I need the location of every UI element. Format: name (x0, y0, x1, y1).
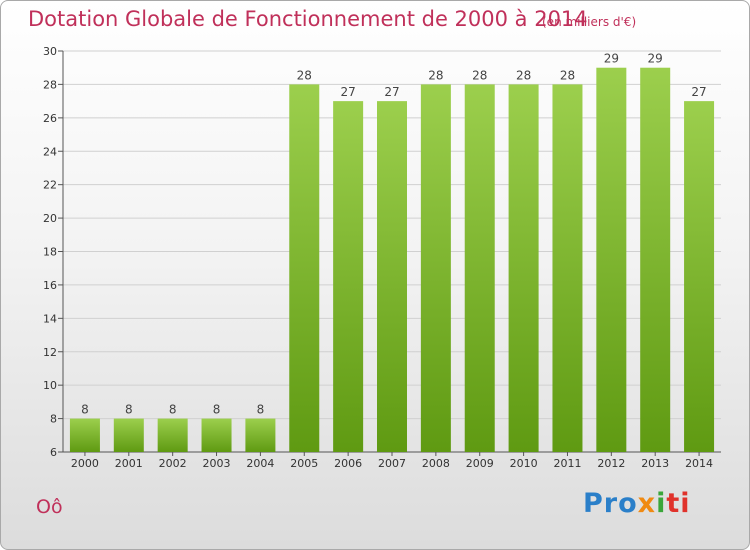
value-label-2012: 29 (604, 52, 619, 66)
x-tick-label-2006: 2006 (334, 457, 362, 470)
chart-title: Dotation Globale de Fonctionnement de 20… (28, 7, 588, 31)
bar-2006 (333, 101, 364, 452)
y-tick-label: 28 (43, 78, 57, 91)
x-tick-label-2011: 2011 (553, 457, 581, 470)
bar-2008 (420, 84, 451, 453)
x-tick-label-2001: 2001 (115, 457, 143, 470)
y-tick-label: 16 (43, 279, 57, 292)
chart-unit: (en milliers d'€) (542, 15, 637, 29)
x-tick-label-2009: 2009 (466, 457, 494, 470)
value-label-2013: 29 (648, 52, 663, 66)
value-label-2006: 27 (340, 85, 355, 99)
y-tick-label: 24 (43, 145, 57, 158)
value-label-2010: 28 (516, 68, 531, 82)
x-tick-label-2005: 2005 (290, 457, 318, 470)
value-label-2008: 28 (428, 68, 443, 82)
y-tick-label: 12 (43, 346, 57, 359)
bar-2014 (684, 101, 715, 452)
bar-2004 (245, 418, 276, 452)
bar-2011 (552, 84, 583, 453)
value-label-2002: 8 (169, 403, 177, 417)
bar-2003 (201, 418, 232, 452)
value-label-2003: 8 (213, 403, 221, 417)
value-label-2000: 8 (81, 403, 89, 417)
proxiti-logo[interactable]: Proxiti (583, 488, 691, 519)
value-label-2009: 28 (472, 68, 487, 82)
y-tick-label: 20 (43, 212, 57, 225)
x-tick-label-2004: 2004 (246, 457, 274, 470)
bar-2012 (596, 67, 627, 452)
bar-2009 (464, 84, 495, 453)
value-label-2007: 27 (384, 85, 399, 99)
bar-2001 (113, 418, 144, 452)
x-tick-label-2012: 2012 (597, 457, 625, 470)
x-tick-label-2007: 2007 (378, 457, 406, 470)
value-label-2014: 27 (691, 85, 706, 99)
place-name: Oô (36, 496, 63, 518)
bar-2005 (289, 84, 320, 453)
value-label-2004: 8 (257, 403, 265, 417)
bar-2007 (377, 101, 407, 452)
x-tick-label-2010: 2010 (510, 457, 538, 470)
x-tick-label-2008: 2008 (422, 457, 450, 470)
axes: 6 8 10 12 14 16 18 20 22 24 26 28 30 2000 2001 2002 2003… (43, 45, 721, 470)
y-tick-label: 6 (50, 446, 57, 459)
y-tick-label: 10 (43, 379, 57, 392)
y-tick-label: 22 (43, 179, 57, 192)
x-tick-label-2013: 2013 (641, 457, 669, 470)
y-tick-label: 18 (43, 246, 57, 259)
y-tick-label: 30 (43, 45, 57, 58)
bar-2002 (157, 418, 188, 452)
bar-2010 (508, 84, 539, 453)
x-tick-label-2000: 2000 (71, 457, 99, 470)
y-tick-label: 14 (43, 312, 57, 325)
value-label-2001: 8 (125, 403, 133, 417)
x-tick-label-2002: 2002 (159, 457, 187, 470)
x-tick-label-2014: 2014 (685, 457, 713, 470)
value-label-2011: 28 (560, 68, 575, 82)
bar-2013 (640, 67, 671, 452)
y-tick-label: 26 (43, 112, 57, 125)
x-tick-label-2003: 2003 (203, 457, 231, 470)
bar-2000 (69, 418, 100, 452)
value-label-2005: 28 (297, 68, 312, 82)
y-tick-label: 8 (50, 413, 57, 426)
bars: 8 8 8 8 8 28 27 27 28 28 28 28 29 29 27 (69, 52, 715, 453)
